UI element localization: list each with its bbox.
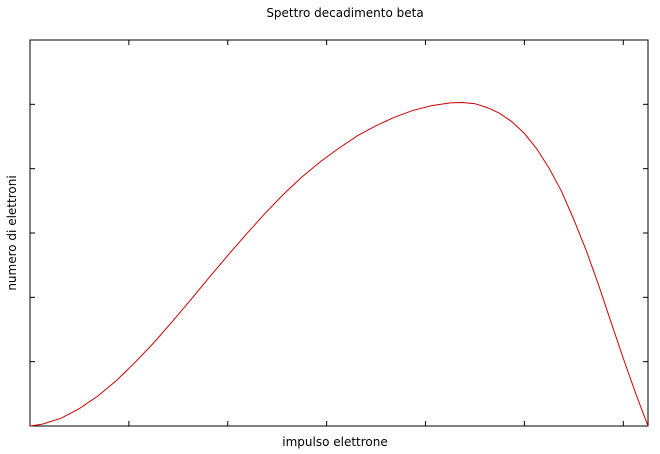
y-axis-label: numero di elettroni [5,175,19,290]
series-line [29,101,649,427]
series-group [29,101,649,427]
x-axis-label: impulso elettrone [282,435,388,449]
chart-title: Spettro decadimento beta [266,6,423,20]
plot-frame [29,39,649,427]
y-ticks [30,103,648,363]
x-ticks [128,40,624,426]
